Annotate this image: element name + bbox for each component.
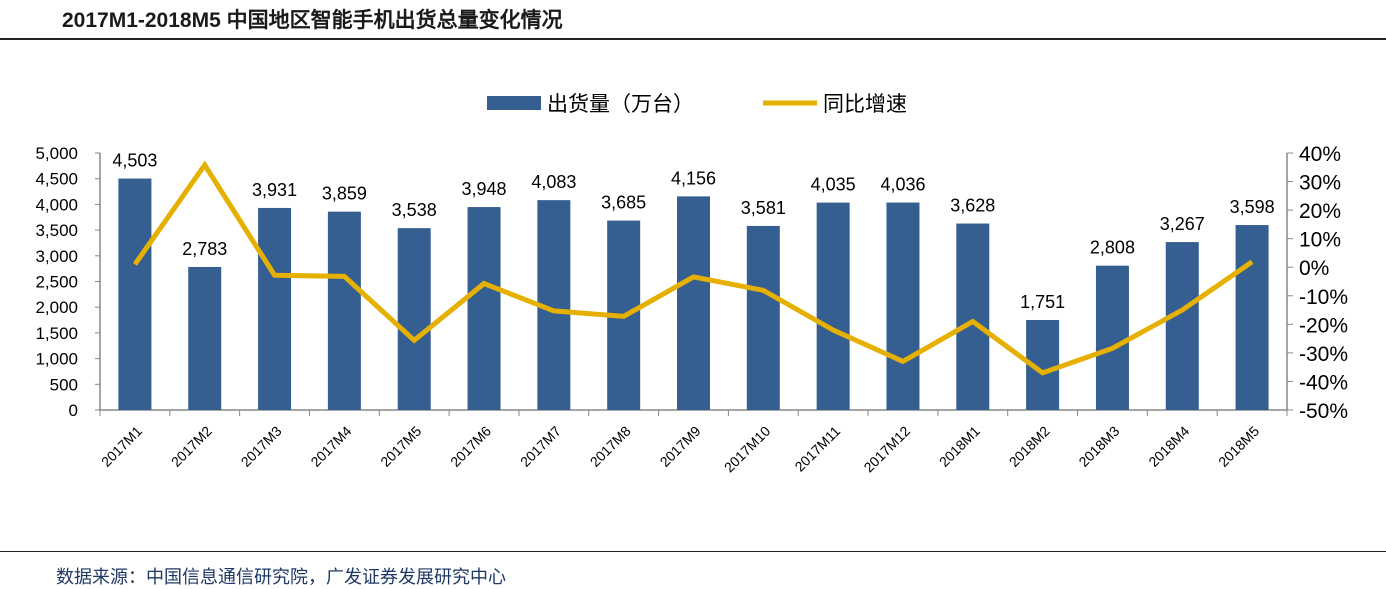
left-tick-label: 4,000 (35, 195, 78, 214)
left-tick-label: 3,500 (35, 221, 78, 240)
source-note: 数据来源：中国信息通信研究院，广发证券发展研究中心 (56, 563, 506, 589)
bar-data-label: 4,083 (531, 172, 576, 192)
bar (328, 212, 361, 410)
bar (677, 196, 710, 410)
x-tick-label: 2017M10 (721, 423, 774, 476)
x-tick-label: 2017M3 (238, 423, 285, 470)
right-tick-label: -20% (1299, 314, 1348, 337)
x-tick-label: 2018M4 (1145, 423, 1192, 470)
bar (398, 228, 431, 410)
left-tick-label: 0 (69, 401, 78, 420)
bar-data-label: 4,036 (880, 175, 925, 195)
right-tick-label: -30% (1299, 343, 1348, 366)
left-tick-label: 1,000 (35, 350, 78, 369)
bar (956, 224, 989, 410)
legend-bar-swatch (487, 96, 541, 110)
bar-data-label: 4,156 (671, 168, 716, 188)
bar (1096, 266, 1129, 410)
right-tick-label: 0% (1299, 257, 1329, 280)
x-tick-label: 2017M6 (447, 423, 494, 470)
x-tick-label: 2018M3 (1075, 423, 1122, 470)
x-tick-label: 2018M5 (1215, 423, 1262, 470)
right-tick-label: 40% (1299, 143, 1341, 166)
bar-data-label: 3,581 (741, 198, 786, 218)
x-tick-label: 2017M11 (791, 423, 843, 475)
right-tick-label: 20% (1299, 200, 1341, 223)
x-tick-label: 2017M4 (307, 423, 354, 470)
bar-data-label: 3,948 (462, 179, 507, 199)
left-tick-label: 2,000 (35, 298, 78, 317)
x-tick-label: 2017M1 (98, 423, 145, 470)
bar (817, 203, 850, 410)
left-tick-label: 3,000 (35, 247, 78, 266)
bar-data-label: 3,267 (1160, 214, 1205, 234)
left-tick-label: 5,000 (35, 144, 78, 163)
bar-data-label: 1,751 (1020, 292, 1065, 312)
bar (188, 267, 221, 410)
bar-data-label: 3,685 (601, 193, 646, 213)
left-tick-label: 1,500 (35, 324, 78, 343)
left-tick-label: 4,500 (35, 170, 78, 189)
left-tick-label: 2,500 (35, 273, 78, 292)
x-tick-label: 2018M1 (936, 423, 983, 470)
x-tick-label: 2017M8 (587, 423, 634, 470)
right-tick-label: -40% (1299, 371, 1348, 394)
x-tick-label: 2017M5 (377, 423, 424, 470)
bar (747, 226, 780, 410)
bar-data-label: 4,035 (811, 175, 856, 195)
bar (1236, 225, 1269, 410)
bar (118, 179, 151, 410)
bar-data-label: 3,859 (322, 184, 367, 204)
right-tick-label: -50% (1299, 400, 1348, 423)
bar (468, 207, 501, 410)
x-tick-label: 2017M9 (657, 423, 704, 470)
x-tick-label: 2017M2 (168, 423, 215, 470)
legend-bar-label: 出货量（万台） (547, 93, 694, 116)
legend-line-label: 同比增速 (823, 93, 907, 116)
bar-data-label: 2,783 (182, 239, 227, 259)
bar-data-label: 3,538 (392, 200, 437, 220)
bar-data-label: 3,628 (950, 196, 995, 216)
x-tick-label: 2018M2 (1006, 423, 1053, 470)
x-tick-label: 2017M12 (860, 423, 913, 476)
bar-data-label: 2,808 (1090, 238, 1135, 258)
x-tick-label: 2017M7 (517, 423, 564, 470)
right-tick-label: 30% (1299, 172, 1341, 195)
right-tick-label: 10% (1299, 229, 1341, 252)
bar (886, 203, 919, 410)
bar-data-label: 3,931 (252, 180, 297, 200)
bar-data-label: 3,598 (1230, 197, 1275, 217)
right-tick-label: -10% (1299, 286, 1348, 309)
bar-data-label: 4,503 (112, 151, 157, 171)
bar (258, 208, 291, 410)
left-tick-label: 500 (50, 375, 78, 394)
footer-divider (0, 551, 1386, 552)
bar (1166, 242, 1199, 410)
